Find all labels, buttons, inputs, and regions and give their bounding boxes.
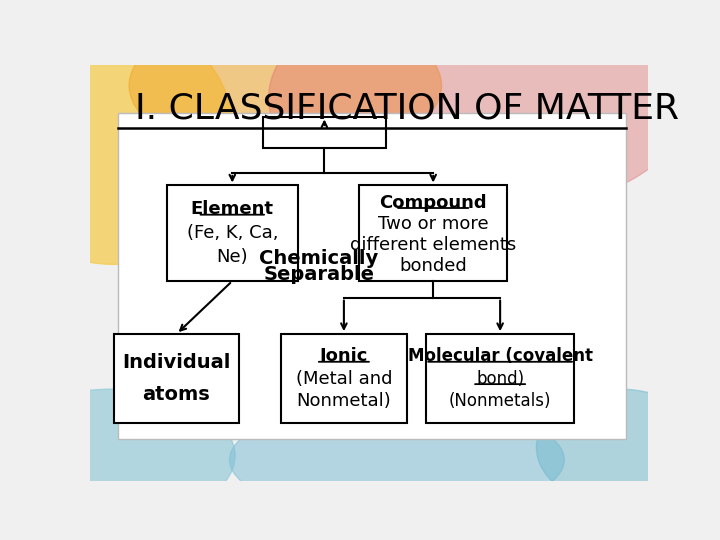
Bar: [359, 185, 507, 281]
Bar: [281, 334, 407, 423]
Text: atoms: atoms: [143, 386, 210, 404]
Bar: [426, 334, 574, 423]
Bar: [263, 117, 386, 148]
Text: Two or more: Two or more: [378, 214, 488, 233]
Text: Ne): Ne): [217, 248, 248, 266]
Ellipse shape: [536, 389, 704, 505]
Text: bonded: bonded: [400, 256, 467, 275]
Text: (Nonmetals): (Nonmetals): [449, 392, 552, 410]
Ellipse shape: [0, 15, 235, 265]
Ellipse shape: [230, 402, 564, 518]
Text: Compound: Compound: [379, 194, 487, 212]
Ellipse shape: [129, 11, 441, 160]
Text: I. CLASSIFICATION OF MATTER: I. CLASSIFICATION OF MATTER: [135, 91, 679, 125]
Text: (Fe, K, Ca,: (Fe, K, Ca,: [186, 224, 278, 242]
Text: Element: Element: [191, 200, 274, 218]
Bar: [167, 185, 298, 281]
Text: Individual: Individual: [122, 353, 230, 372]
Ellipse shape: [0, 389, 235, 522]
Bar: [118, 113, 626, 439]
Bar: [114, 334, 239, 423]
Text: Nonmetal): Nonmetal): [297, 392, 391, 410]
Text: bond): bond): [476, 370, 524, 388]
Text: Chemically: Chemically: [259, 248, 379, 268]
Text: Separable: Separable: [264, 265, 374, 284]
Text: Molecular (covalent: Molecular (covalent: [408, 347, 593, 366]
Ellipse shape: [269, 0, 693, 214]
Text: (Metal and: (Metal and: [296, 370, 392, 388]
Text: Ionic: Ionic: [320, 347, 368, 366]
Text: different elements: different elements: [350, 235, 516, 254]
